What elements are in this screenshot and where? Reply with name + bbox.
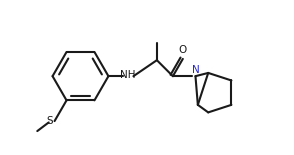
Text: S: S [47,116,53,126]
Text: O: O [179,45,187,55]
Text: NH: NH [120,70,135,80]
Text: N: N [192,65,199,75]
